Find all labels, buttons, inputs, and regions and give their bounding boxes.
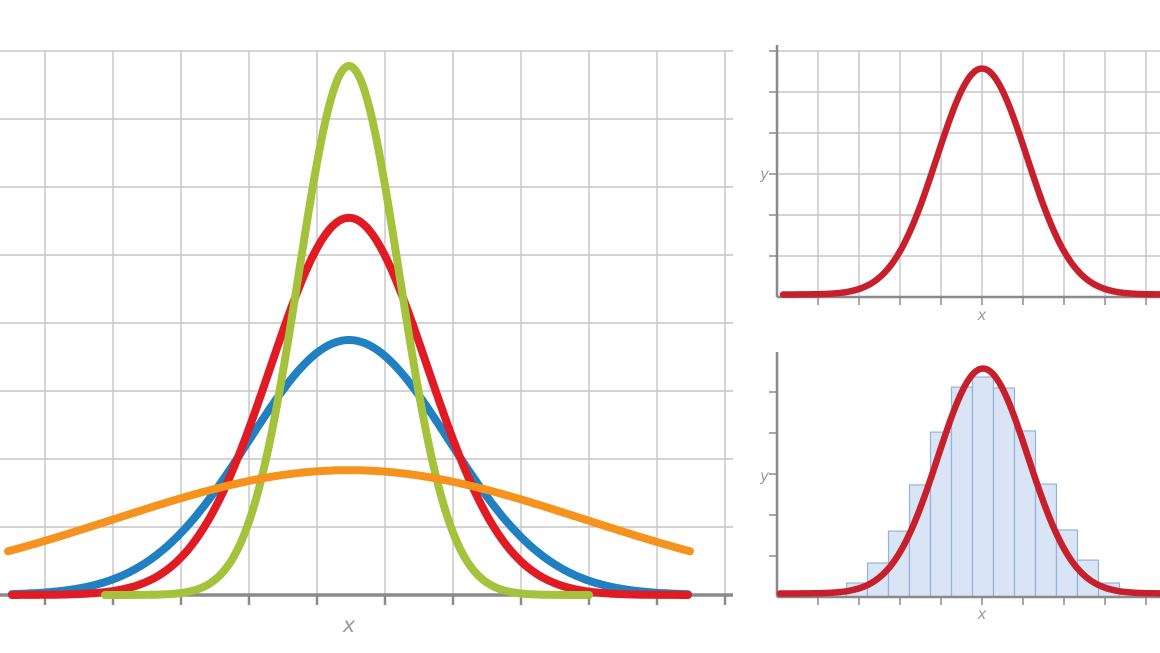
curve-fitted-normal-curve-red — [776, 365, 1160, 597]
histogram-bar — [992, 387, 1016, 598]
curve-normal-curve-red — [779, 65, 1160, 298]
y-axis-label: y — [759, 467, 770, 485]
curve-wide-blue — [8, 336, 692, 599]
x-axis-label: x — [977, 605, 987, 623]
chart-variance-comparison: x — [0, 50, 733, 637]
y-axis-label: y — [759, 165, 770, 183]
histogram-bar — [971, 376, 995, 598]
chart-histogram-with-curve: xy — [759, 352, 1160, 623]
curve-narrow-green — [101, 61, 593, 599]
histogram-bar — [950, 386, 974, 598]
x-axis-label: x — [342, 613, 356, 637]
curve-medium-red — [8, 213, 692, 599]
chart-normal-curve: xy — [759, 45, 1160, 324]
curve-widest-orange — [4, 466, 694, 556]
x-axis-label: x — [977, 306, 987, 324]
